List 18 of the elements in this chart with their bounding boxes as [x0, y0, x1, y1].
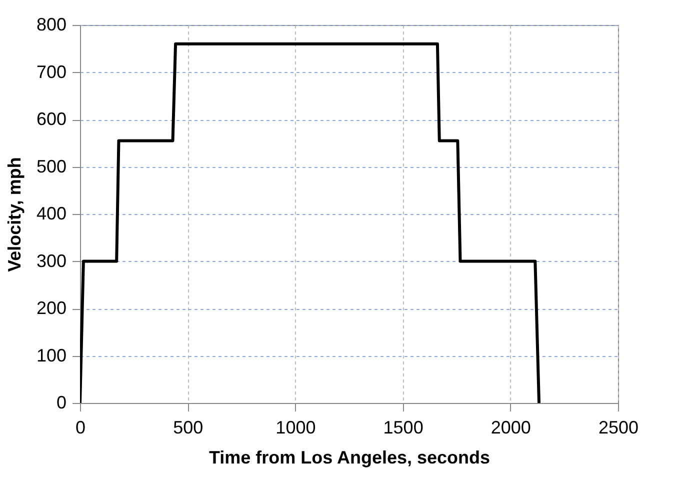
y-tick-label: 0	[56, 392, 66, 412]
y-tick-label: 600	[36, 109, 66, 129]
y-tick-label: 700	[36, 62, 66, 82]
x-tick-label: 1500	[383, 418, 424, 438]
x-tick-label: 500	[173, 418, 204, 438]
y-axis-title: Velocity, mph	[4, 157, 24, 272]
y-tick-label: 800	[36, 14, 66, 34]
x-tick-label: 2000	[490, 418, 531, 438]
y-tick-label: 500	[36, 156, 66, 176]
x-tick-label: 2500	[598, 418, 639, 438]
y-tick-label: 400	[36, 204, 66, 224]
x-tick-label: 0	[75, 418, 86, 438]
line-series	[80, 42, 541, 403]
x-axis-title: Time from Los Angeles, seconds	[208, 448, 490, 468]
x-tick-label: 1000	[276, 418, 316, 438]
y-tick-label: 100	[36, 345, 66, 366]
y-tick-label: 200	[36, 298, 66, 318]
y-tick-label: 300	[36, 250, 66, 271]
